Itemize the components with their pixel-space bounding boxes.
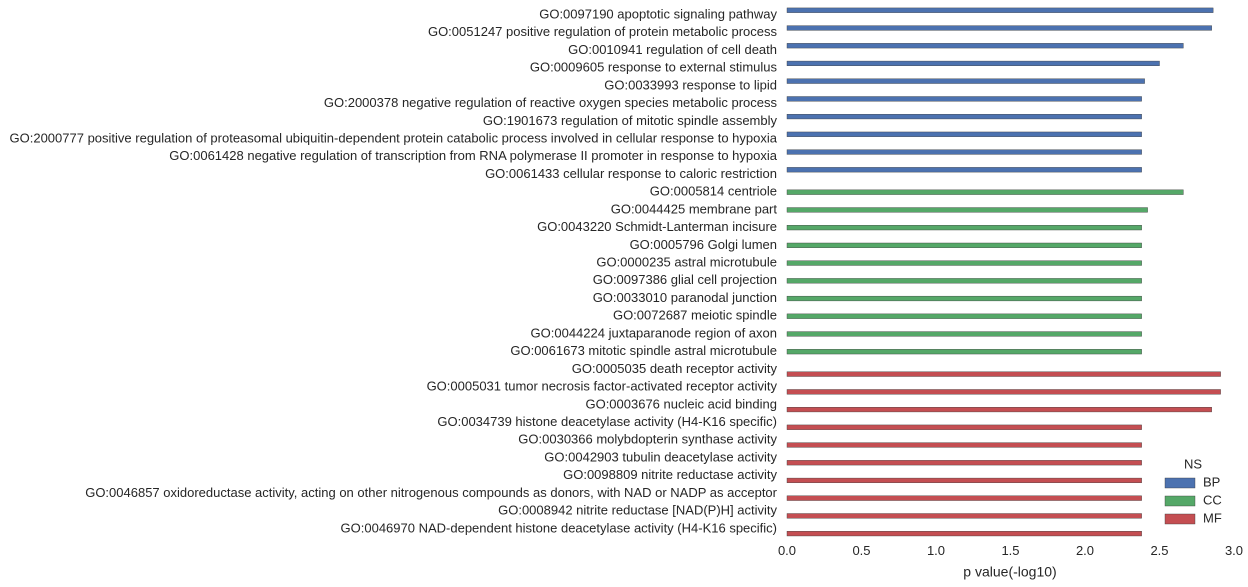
x-tick-label: 1.5 (1001, 543, 1019, 558)
bar (786, 7, 1214, 13)
bar (786, 278, 1142, 284)
y-tick-label: GO:0033010 paranodal junction (593, 290, 777, 305)
bar (786, 43, 1184, 49)
y-tick-label: GO:0030366 molybdopterin synthase activi… (518, 432, 777, 447)
y-tick-label: GO:0061428 negative regulation of transc… (169, 148, 777, 163)
bar (786, 313, 1142, 319)
x-tick-label: 0.5 (852, 543, 870, 558)
legend-swatch (1164, 513, 1196, 525)
bar (786, 349, 1142, 355)
x-tick-label: 0.0 (778, 543, 796, 558)
y-tick-label: GO:1901673 regulation of mitotic spindle… (483, 113, 778, 128)
bar (786, 25, 1212, 31)
x-tick-label: 2.0 (1076, 543, 1094, 558)
y-tick-label: GO:0033993 response to lipid (604, 77, 777, 92)
legend-label: BP (1203, 474, 1220, 489)
y-tick-label: GO:2000378 negative regulation of reacti… (324, 95, 778, 110)
y-tick-label: GO:2000777 positive regulation of protea… (10, 130, 778, 145)
y-tick-label: GO:0005035 death receptor activity (572, 361, 778, 376)
bar (786, 114, 1142, 120)
y-tick-label: GO:0000235 astral microtubule (596, 255, 777, 270)
legend-swatch (1164, 495, 1196, 507)
y-tick-label: GO:0044425 membrane part (611, 201, 778, 216)
y-tick-label: GO:0097386 glial cell projection (593, 272, 777, 287)
bar (786, 131, 1142, 137)
y-tick-label: GO:0003676 nucleic acid binding (585, 396, 777, 411)
y-tick-label: GO:0098809 nitrite reductase activity (563, 467, 777, 482)
bar (786, 295, 1142, 302)
x-axis-label: p value(-log10) (963, 564, 1056, 580)
bar (786, 96, 1142, 102)
y-tick-label: GO:0061673 mitotic spindle astral microt… (510, 343, 777, 358)
x-tick-label: 1.0 (927, 543, 945, 558)
bar (786, 513, 1142, 519)
bar (786, 407, 1212, 413)
x-tick-label: 2.5 (1150, 543, 1168, 558)
x-tick-label: 3.0 (1225, 543, 1243, 558)
y-tick-label: GO:0043220 Schmidt-Lanterman incisure (537, 219, 777, 234)
y-tick-label: GO:0044224 juxtaparanode region of axon (531, 325, 777, 340)
bar (786, 460, 1142, 466)
y-tick-label: GO:0005796 Golgi lumen (630, 237, 777, 252)
legend-label: CC (1203, 492, 1222, 507)
y-tick-label: GO:0034739 histone deacetylase activity … (437, 414, 777, 429)
y-tick-label: GO:0097190 apoptotic signaling pathway (539, 6, 777, 21)
legend-title: NS (1184, 456, 1202, 471)
y-tick-label: GO:0008942 nitrite reductase [NAD(P)H] a… (498, 503, 777, 518)
bar (786, 371, 1221, 377)
bar (786, 260, 1142, 266)
bar (786, 531, 1142, 537)
y-tick-label: GO:0009605 response to external stimulus (530, 60, 778, 75)
bar (786, 477, 1142, 484)
bar (786, 389, 1221, 395)
y-tick-label: GO:0042903 tubulin deacetylase activity (544, 449, 777, 464)
bar (786, 189, 1184, 195)
y-tick-label: GO:0005031 tumor necrosis factor-activat… (427, 379, 778, 394)
legend-label: MF (1203, 510, 1222, 525)
y-tick-label: GO:0051247 positive regulation of protei… (428, 24, 778, 39)
bar (786, 149, 1142, 155)
y-tick-label: GO:0072687 meiotic spindle (613, 308, 777, 323)
bar (786, 78, 1145, 84)
y-tick-label: GO:0061433 cellular response to caloric … (485, 166, 777, 181)
bar (786, 331, 1142, 337)
bar (786, 167, 1142, 173)
bar (786, 442, 1142, 448)
legend-swatch (1164, 477, 1196, 489)
y-tick-label: GO:0005814 centriole (650, 184, 777, 199)
bar (786, 207, 1148, 213)
y-tick-label: GO:0046857 oxidoreductase activity, acti… (85, 485, 777, 500)
bar (786, 424, 1142, 430)
bar (786, 242, 1142, 248)
y-tick-label: GO:0010941 regulation of cell death (568, 42, 777, 57)
bar (786, 60, 1160, 66)
bar (786, 495, 1142, 501)
bar (786, 225, 1142, 231)
y-tick-label: GO:0046970 NAD-dependent histone deacety… (341, 520, 777, 535)
